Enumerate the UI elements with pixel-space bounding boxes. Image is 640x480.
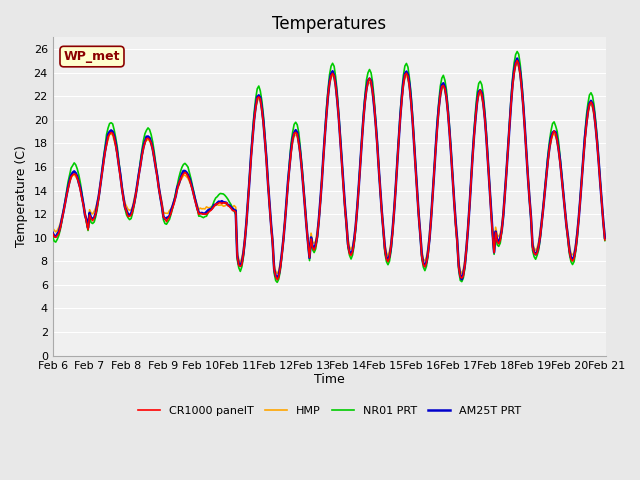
- Legend: CR1000 panelT, HMP, NR01 PRT, AM25T PRT: CR1000 panelT, HMP, NR01 PRT, AM25T PRT: [133, 401, 525, 420]
- X-axis label: Time: Time: [314, 373, 345, 386]
- Title: Temperatures: Temperatures: [273, 15, 387, 33]
- Y-axis label: Temperature (C): Temperature (C): [15, 145, 28, 247]
- Text: WP_met: WP_met: [64, 50, 120, 63]
